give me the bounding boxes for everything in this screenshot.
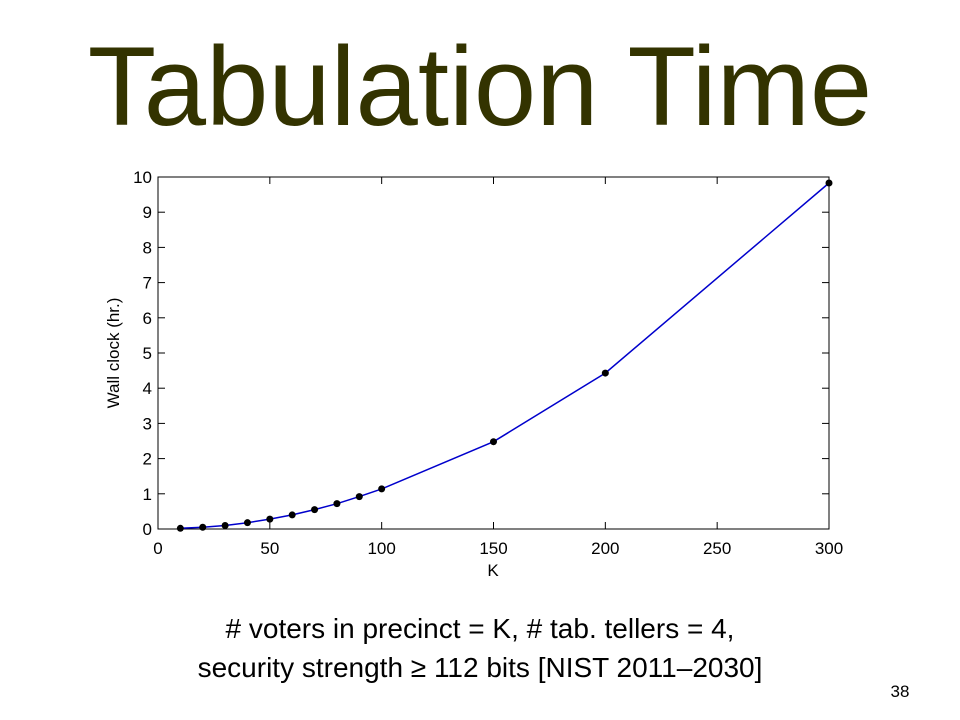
y-tick-label: 10 [133, 168, 152, 187]
data-point [288, 511, 296, 519]
y-tick-label: 8 [143, 238, 152, 257]
data-point [221, 521, 229, 529]
series-markers [176, 179, 833, 532]
y-tick-label: 0 [143, 520, 152, 539]
y-tick-label: 9 [143, 203, 152, 222]
data-point [825, 179, 833, 187]
y-tick-label: 1 [143, 485, 152, 504]
x-tick-label: 250 [703, 539, 731, 558]
plot-area [157, 176, 830, 530]
caption-line-1: # voters in precinct = K, # tab. tellers… [225, 613, 735, 644]
page-number: 38 [890, 682, 910, 701]
line-chart: 0 50 100 150 200 250 300 0 1 2 3 4 5 6 7 8 9 10 K Wall c… [104, 168, 843, 580]
axis-ticks [157, 176, 830, 530]
data-point [311, 506, 319, 514]
y-tick-label: 5 [143, 344, 152, 363]
x-tick-label: 200 [591, 539, 619, 558]
x-tick-labels: 0 50 100 150 200 250 300 [153, 539, 843, 558]
y-tick-label: 4 [143, 379, 152, 398]
y-tick-labels: 0 1 2 3 4 5 6 7 8 9 10 [133, 168, 152, 539]
x-tick-label: 300 [815, 539, 843, 558]
y-tick-label: 2 [143, 450, 152, 469]
y-axis-label: Wall clock (hr.) [104, 298, 123, 409]
x-tick-label: 150 [479, 539, 507, 558]
slide-title: Tabulation Time [87, 24, 873, 149]
x-axis-label: K [487, 561, 499, 580]
data-point [333, 500, 341, 508]
x-tick-label: 0 [153, 539, 162, 558]
x-tick-label: 50 [260, 539, 279, 558]
y-tick-label: 7 [143, 274, 152, 293]
data-point [601, 369, 609, 377]
data-point [355, 493, 363, 501]
y-tick-label: 6 [143, 309, 152, 328]
data-point [176, 524, 184, 532]
y-tick-label: 3 [143, 414, 152, 433]
data-point [266, 515, 274, 523]
x-tick-label: 100 [367, 539, 395, 558]
data-point [243, 519, 251, 527]
caption-line-2: security strength ≥ 112 bits [NIST 2011–… [197, 652, 763, 683]
data-point [490, 438, 497, 446]
data-point [378, 485, 386, 493]
data-point [199, 523, 207, 531]
